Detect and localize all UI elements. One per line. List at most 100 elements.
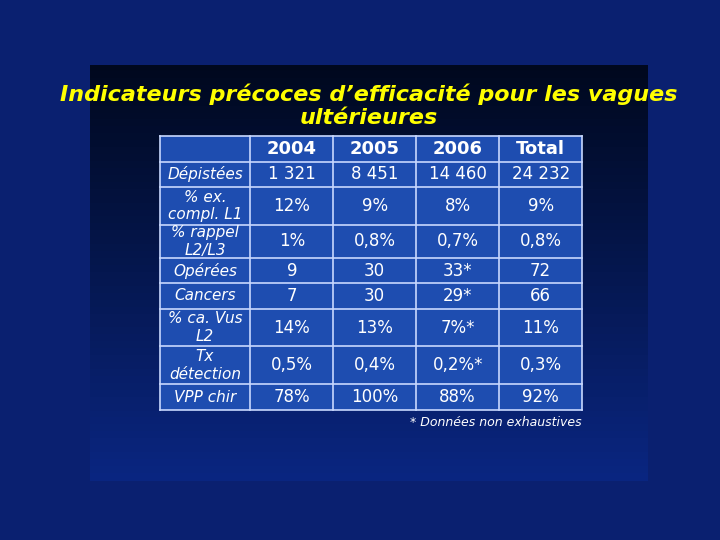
Bar xyxy=(90,390,648,397)
Bar xyxy=(90,202,648,211)
Text: 2006: 2006 xyxy=(433,140,482,158)
Bar xyxy=(90,168,648,176)
Text: 8 451: 8 451 xyxy=(351,165,398,184)
Bar xyxy=(90,334,648,342)
Text: % ca. Vus
L2: % ca. Vus L2 xyxy=(168,311,243,343)
Bar xyxy=(90,410,648,418)
Text: 0,4%: 0,4% xyxy=(354,356,396,374)
Text: 0,2%*: 0,2%* xyxy=(433,356,483,374)
Text: 30: 30 xyxy=(364,287,385,305)
Bar xyxy=(90,64,648,72)
Bar xyxy=(90,279,648,287)
Bar xyxy=(90,182,648,190)
Bar xyxy=(90,466,648,474)
Bar xyxy=(160,137,582,410)
Bar xyxy=(90,424,648,432)
Bar xyxy=(90,473,648,481)
Text: 7%*: 7%* xyxy=(441,319,475,336)
Text: Cancers: Cancers xyxy=(174,288,236,303)
Text: Indicateurs précoces d’efficacité pour les vagues
ultérieures: Indicateurs précoces d’efficacité pour l… xyxy=(60,83,678,128)
Text: * Données non exhaustives: * Données non exhaustives xyxy=(410,416,582,429)
Bar xyxy=(90,265,648,273)
Text: 1 321: 1 321 xyxy=(268,165,315,184)
Text: 7: 7 xyxy=(287,287,297,305)
Bar xyxy=(90,348,648,356)
Text: Tx
détection: Tx détection xyxy=(169,349,241,382)
Bar xyxy=(90,119,648,127)
Bar xyxy=(90,71,648,79)
Text: 12%: 12% xyxy=(274,197,310,215)
Text: Dépistées: Dépistées xyxy=(167,166,243,183)
Bar xyxy=(90,244,648,252)
Bar xyxy=(90,258,648,266)
Bar xyxy=(90,147,648,155)
Text: 14 460: 14 460 xyxy=(428,165,487,184)
Text: 92%: 92% xyxy=(522,388,559,406)
Text: 9%: 9% xyxy=(361,197,388,215)
Bar xyxy=(90,403,648,411)
Bar xyxy=(90,355,648,363)
Bar xyxy=(90,133,648,141)
Text: 8%: 8% xyxy=(445,197,471,215)
Bar xyxy=(90,106,648,113)
Text: Total: Total xyxy=(516,140,565,158)
Text: 100%: 100% xyxy=(351,388,398,406)
Text: % rappel
L2/L3: % rappel L2/L3 xyxy=(171,225,239,258)
Bar xyxy=(90,251,648,259)
Bar xyxy=(90,210,648,217)
Bar xyxy=(90,314,648,321)
Bar xyxy=(90,452,648,460)
Bar xyxy=(90,369,648,377)
Bar xyxy=(90,126,648,134)
Text: 13%: 13% xyxy=(356,319,393,336)
Text: 33*: 33* xyxy=(443,261,472,280)
Bar xyxy=(90,85,648,92)
Text: 9: 9 xyxy=(287,261,297,280)
Text: 1%: 1% xyxy=(279,232,305,251)
Bar xyxy=(90,417,648,425)
Text: 14%: 14% xyxy=(274,319,310,336)
Text: 0,8%: 0,8% xyxy=(354,232,396,251)
Bar xyxy=(90,307,648,314)
Bar xyxy=(90,445,648,453)
Bar xyxy=(90,376,648,383)
Text: 29*: 29* xyxy=(443,287,472,305)
Bar xyxy=(90,293,648,300)
Text: 72: 72 xyxy=(530,261,552,280)
Bar xyxy=(90,161,648,168)
Bar xyxy=(90,320,648,328)
Bar xyxy=(90,195,648,204)
Text: Opérées: Opérées xyxy=(173,262,237,279)
Bar xyxy=(90,112,648,120)
Bar xyxy=(90,189,648,197)
Bar xyxy=(90,397,648,404)
Bar xyxy=(90,327,648,335)
Bar xyxy=(90,431,648,439)
Text: 78%: 78% xyxy=(274,388,310,406)
Bar xyxy=(90,231,648,238)
Bar xyxy=(90,272,648,280)
Text: % ex.
compl. L1: % ex. compl. L1 xyxy=(168,190,242,222)
Bar xyxy=(90,175,648,183)
Bar xyxy=(90,217,648,224)
Text: 9%: 9% xyxy=(528,197,554,215)
Text: VPP chir: VPP chir xyxy=(174,389,236,404)
Bar xyxy=(90,154,648,162)
Text: 30: 30 xyxy=(364,261,385,280)
Text: 2005: 2005 xyxy=(350,140,400,158)
Text: 0,3%: 0,3% xyxy=(520,356,562,374)
Bar xyxy=(90,459,648,467)
Bar xyxy=(90,438,648,446)
Text: 11%: 11% xyxy=(522,319,559,336)
Bar xyxy=(90,140,648,148)
Bar xyxy=(90,286,648,294)
Bar xyxy=(90,300,648,307)
Bar xyxy=(90,224,648,231)
Text: 0,5%: 0,5% xyxy=(271,356,312,374)
Text: 0,8%: 0,8% xyxy=(520,232,562,251)
Bar xyxy=(90,383,648,390)
Bar xyxy=(90,99,648,106)
Text: 24 232: 24 232 xyxy=(511,165,570,184)
Text: 2004: 2004 xyxy=(267,140,317,158)
Bar xyxy=(90,341,648,349)
